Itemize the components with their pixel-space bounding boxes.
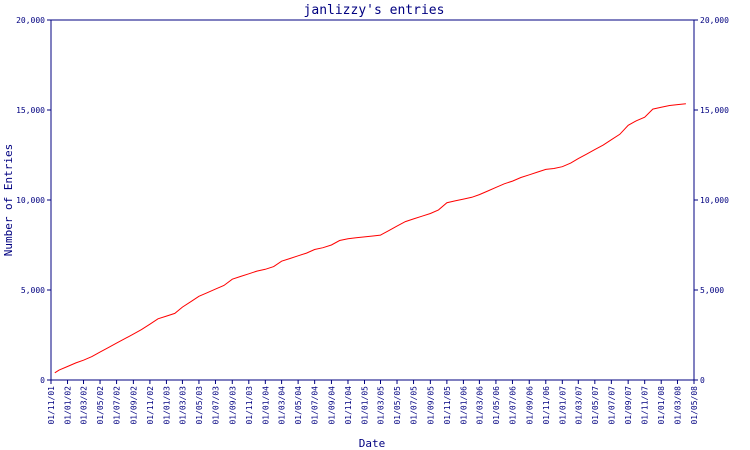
x-tick-label: 01/07/04 (311, 386, 320, 425)
x-axis-label: Date (359, 437, 386, 450)
y-axis-right: 0 5,000 10,000 15,000 20,000 (694, 16, 729, 385)
x-tick-label: 01/07/05 (410, 386, 419, 425)
series-line (54, 103, 686, 374)
x-tick-label: 01/07/06 (508, 386, 517, 425)
x-tick-label: 01/09/06 (525, 386, 534, 425)
y-tick-label-left: 0 (40, 376, 45, 385)
x-tick-label: 01/01/02 (64, 386, 73, 425)
x-tick-label: 01/11/07 (641, 386, 650, 425)
x-tick-label: 01/11/03 (245, 386, 254, 425)
x-tick-label: 01/03/05 (376, 386, 385, 425)
y-tick-label-right: 10,000 (700, 196, 729, 205)
x-tick-label: 01/03/08 (673, 386, 682, 425)
x-tick-label: 01/05/06 (492, 386, 501, 425)
y-tick-label-right: 5,000 (700, 286, 724, 295)
x-axis: 01/11/01 01/01/02 01/03/02 01/05/02 01/07/02… (47, 380, 699, 425)
x-tick-label: 01/01/05 (361, 386, 370, 425)
x-tick-label: 01/01/06 (459, 386, 468, 425)
x-tick-label: 01/05/04 (294, 386, 303, 425)
x-tick-label: 01/03/04 (278, 386, 287, 425)
x-tick-label: 01/05/03 (195, 386, 204, 425)
x-tick-label: 01/07/03 (211, 386, 220, 425)
y-tick-label-left: 10,000 (16, 196, 45, 205)
x-tick-label: 01/09/02 (129, 386, 138, 425)
x-tick-label: 01/01/07 (558, 386, 567, 425)
x-tick-label: 01/03/03 (178, 386, 187, 425)
x-tick-label: 01/11/01 (47, 386, 56, 425)
x-tick-label: 01/09/04 (327, 386, 336, 425)
x-tick-label: 01/11/06 (542, 386, 551, 425)
x-tick-label: 01/09/05 (426, 386, 435, 425)
x-tick-label: 01/01/08 (657, 386, 666, 425)
x-tick-label: 01/11/05 (443, 386, 452, 425)
x-tick-label: 01/11/02 (146, 386, 155, 425)
x-tick-label: 01/05/08 (690, 386, 699, 425)
y-tick-label-left: 5,000 (21, 286, 45, 295)
y-tick-label-right: 0 (700, 376, 705, 385)
x-tick-label: 01/05/07 (591, 386, 600, 425)
y-axis-left: 0 5,000 10,000 15,000 20,000 (16, 16, 51, 385)
x-tick-label: 01/07/02 (113, 386, 122, 425)
x-tick-label: 01/01/04 (261, 386, 270, 425)
y-tick-label-right: 20,000 (700, 16, 729, 25)
x-tick-label: 01/03/06 (475, 386, 484, 425)
y-tick-label-left: 20,000 (16, 16, 45, 25)
x-tick-label: 01/09/03 (228, 386, 237, 425)
y-axis-label: Number of Entries (2, 144, 15, 257)
x-tick-label: 01/09/07 (624, 386, 633, 425)
y-tick-label-left: 15,000 (16, 106, 45, 115)
x-tick-label: 01/05/05 (393, 386, 402, 425)
y-tick-label-right: 15,000 (700, 106, 729, 115)
x-tick-label: 01/05/02 (96, 386, 105, 425)
chart-title: janlizzy's entries (304, 3, 445, 18)
x-tick-label: 01/11/04 (344, 386, 353, 425)
x-tick-label: 01/03/02 (80, 386, 89, 425)
x-tick-label: 01/03/07 (574, 386, 583, 425)
x-tick-label: 01/07/07 (607, 386, 616, 425)
x-tick-label: 01/01/03 (162, 386, 171, 425)
